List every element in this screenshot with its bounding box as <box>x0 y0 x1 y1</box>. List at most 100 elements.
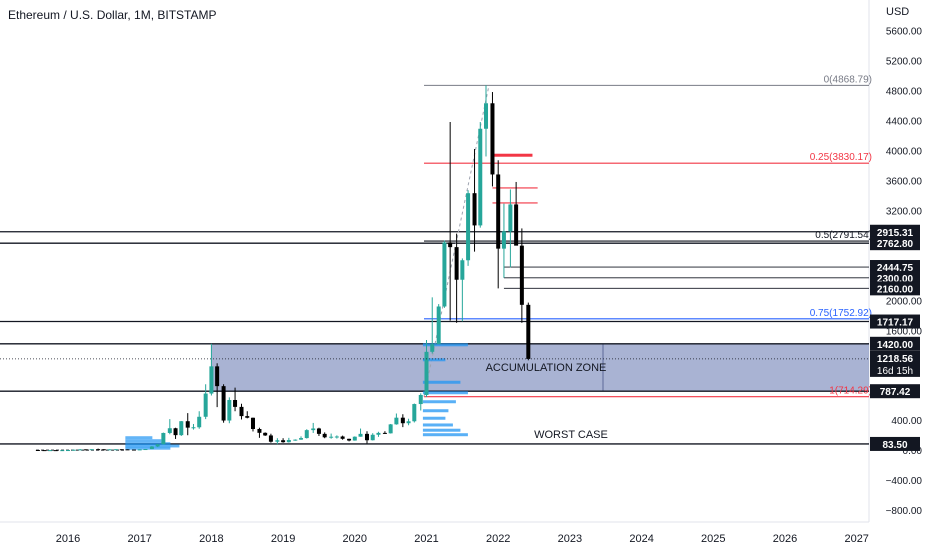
candle-body[interactable] <box>149 446 154 450</box>
y-tick-label: 4800.00 <box>886 87 923 98</box>
candle-body[interactable] <box>406 421 411 424</box>
candle-body[interactable] <box>501 231 506 249</box>
y-tick-label: 5600.00 <box>886 27 923 38</box>
candle-body[interactable] <box>197 416 202 428</box>
candle-body[interactable] <box>107 449 112 451</box>
candle-body[interactable] <box>203 393 208 417</box>
candle-body[interactable] <box>304 430 309 439</box>
candle-body[interactable] <box>484 103 489 129</box>
fib-level-label: 0(4868.79) <box>824 74 872 85</box>
candle-body[interactable] <box>388 424 393 434</box>
red-marker-bar <box>492 153 533 157</box>
fib-trend-line <box>423 85 490 397</box>
candle-body[interactable] <box>454 247 459 280</box>
candle-body[interactable] <box>239 406 244 417</box>
candle-body[interactable] <box>508 204 513 232</box>
candle-body[interactable] <box>436 306 441 345</box>
candle-body[interactable] <box>89 449 94 451</box>
candle-body[interactable] <box>281 440 286 443</box>
candle-body[interactable] <box>42 450 47 452</box>
candle-body[interactable] <box>382 432 387 434</box>
candle-body[interactable] <box>209 366 214 394</box>
y-tick-label: −800.00 <box>886 506 923 517</box>
volume-profile-bar <box>422 409 449 413</box>
candle-body[interactable] <box>299 438 304 440</box>
candle-body[interactable] <box>460 260 465 280</box>
candle-body[interactable] <box>53 450 58 452</box>
candle-body[interactable] <box>167 428 172 433</box>
candle-body[interactable] <box>66 450 70 452</box>
candle-body[interactable] <box>519 245 524 305</box>
candle-body[interactable] <box>490 103 495 175</box>
candle-body[interactable] <box>400 417 405 424</box>
candle-body[interactable] <box>514 204 519 246</box>
candle-body[interactable] <box>155 444 160 447</box>
candle-body[interactable] <box>329 436 334 438</box>
fib-level-label: 0.75(1752.92) <box>810 308 872 319</box>
candle-body[interactable] <box>286 440 291 443</box>
candle-body[interactable] <box>143 449 148 451</box>
candle-body[interactable] <box>424 351 429 395</box>
candle-body[interactable] <box>233 399 238 407</box>
candle-body[interactable] <box>376 432 381 435</box>
candle-body[interactable] <box>60 450 65 452</box>
candle-body[interactable] <box>78 449 83 451</box>
candle-body[interactable] <box>268 435 273 442</box>
candle-body[interactable] <box>347 438 352 441</box>
candle-body[interactable] <box>48 450 53 452</box>
candle-body[interactable] <box>101 449 106 451</box>
price-tag-box <box>870 281 920 296</box>
candle-body[interactable] <box>418 394 423 405</box>
candle-body[interactable] <box>412 404 417 422</box>
candle-body[interactable] <box>358 433 363 437</box>
candle-body[interactable] <box>466 193 471 261</box>
candle-body[interactable] <box>340 436 345 439</box>
candle-body[interactable] <box>83 449 88 451</box>
candle-body[interactable] <box>322 433 327 438</box>
candle-body[interactable] <box>496 174 501 249</box>
fib-level-label: 0.5(2791.54) <box>815 230 872 241</box>
candle-body[interactable] <box>35 449 40 451</box>
candle-body[interactable] <box>179 421 184 436</box>
candle-body[interactable] <box>221 386 226 421</box>
candle-body[interactable] <box>364 433 369 441</box>
candle-body[interactable] <box>311 428 316 431</box>
candle-body[interactable] <box>250 417 255 429</box>
candle-body[interactable] <box>430 344 435 352</box>
candle-body[interactable] <box>316 428 321 434</box>
candle-body[interactable] <box>119 449 124 451</box>
candle-body[interactable] <box>442 242 447 307</box>
candle-body[interactable] <box>173 428 178 436</box>
candle-body[interactable] <box>263 432 268 436</box>
candle-body[interactable] <box>245 416 250 418</box>
candle-body[interactable] <box>472 193 477 226</box>
candle-body[interactable] <box>137 449 142 451</box>
candle-body[interactable] <box>478 128 483 226</box>
volume-profile-bar <box>422 358 446 362</box>
candle-body[interactable] <box>71 449 76 451</box>
candle-body[interactable] <box>275 440 280 442</box>
candle-body[interactable] <box>215 366 220 387</box>
x-tick-label: 2025 <box>701 533 725 545</box>
candle-body[interactable] <box>293 439 298 441</box>
candle-body[interactable] <box>185 421 190 428</box>
candle-body[interactable] <box>227 399 232 421</box>
candle-body[interactable] <box>114 449 119 451</box>
candle-body[interactable] <box>370 434 375 441</box>
candle-body[interactable] <box>96 449 101 451</box>
price-tag-label: 2444.75 <box>877 263 914 274</box>
candle-body[interactable] <box>448 242 453 248</box>
x-tick-label: 2022 <box>486 533 510 545</box>
y-tick-label: 2000.00 <box>886 296 923 307</box>
candle-body[interactable] <box>334 436 339 438</box>
candle-body[interactable] <box>191 427 196 429</box>
candle-body[interactable] <box>131 449 136 451</box>
candle-body[interactable] <box>257 428 262 433</box>
candle-body[interactable] <box>125 449 130 451</box>
candle-body[interactable] <box>352 436 357 441</box>
candle-body[interactable] <box>161 432 166 445</box>
candle-body[interactable] <box>526 304 531 359</box>
candle-body[interactable] <box>394 417 399 425</box>
